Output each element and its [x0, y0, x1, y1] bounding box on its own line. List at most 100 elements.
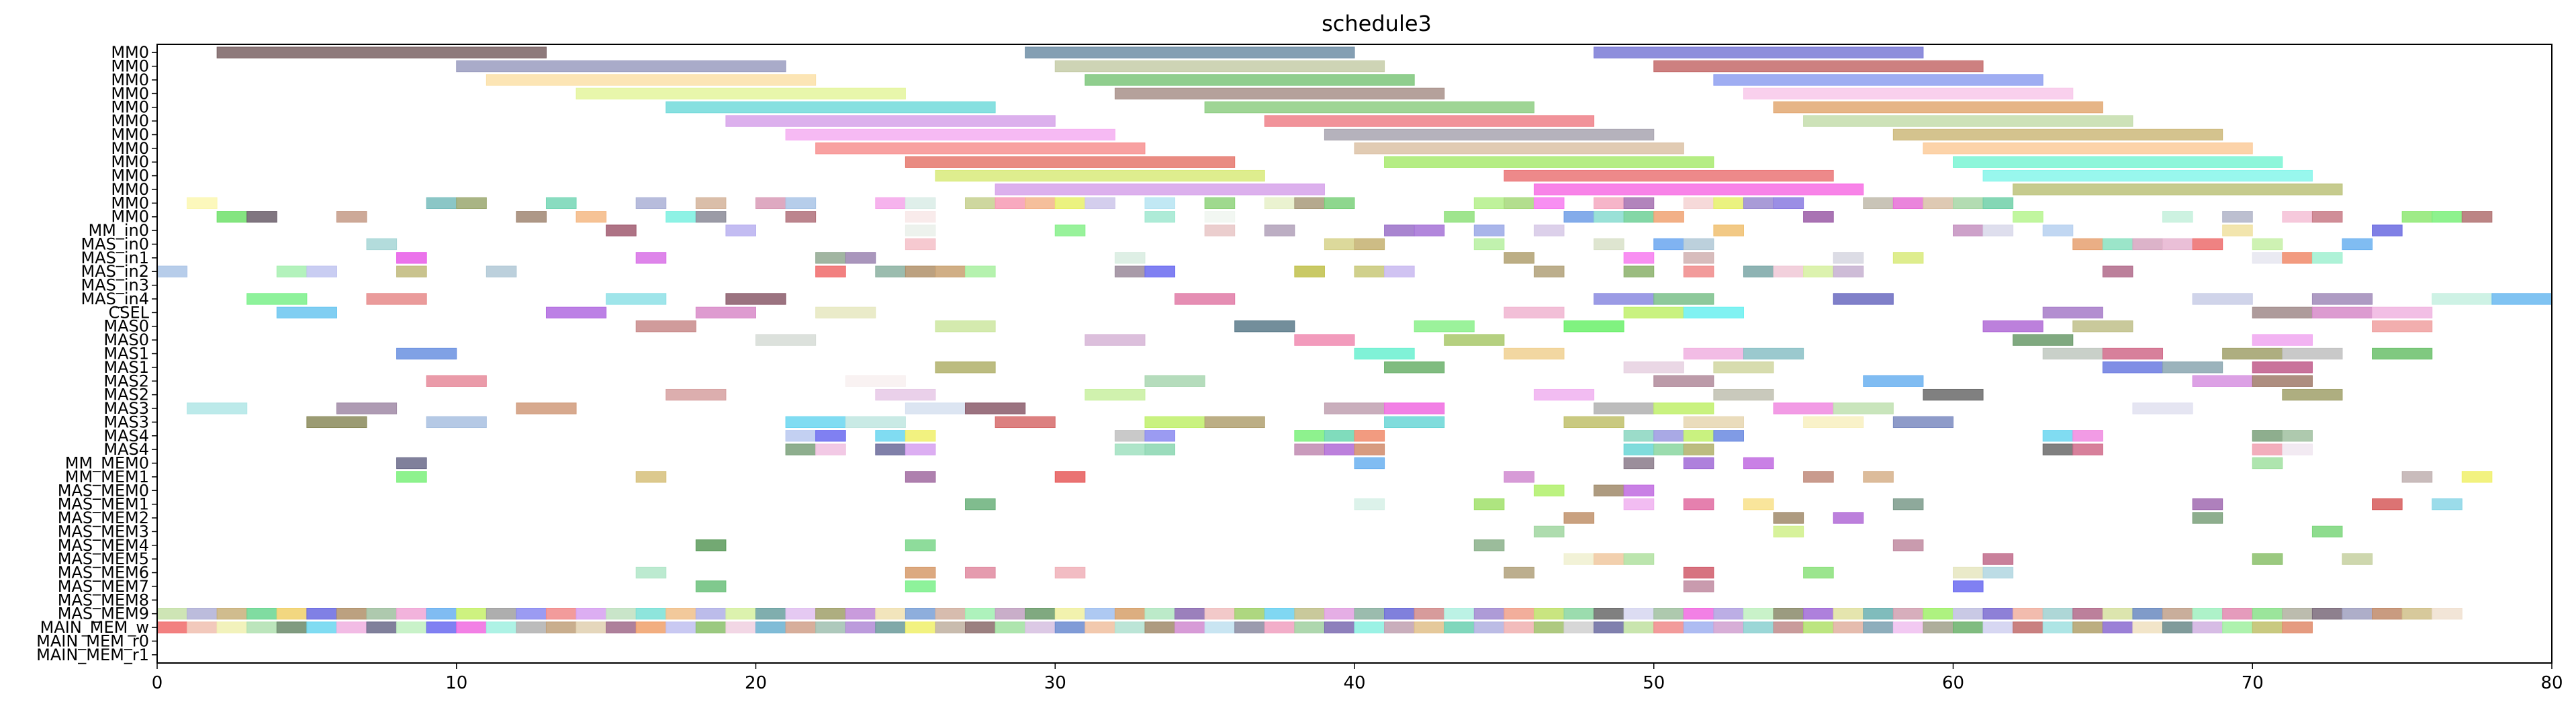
task-bar: [935, 265, 966, 277]
task-bar: [845, 416, 906, 429]
task-bar: [1803, 115, 2133, 127]
task-bar: [1713, 430, 1744, 442]
task-bar: [845, 375, 906, 387]
task-bar: [1773, 197, 1804, 210]
task-bar: [1114, 87, 1445, 100]
task-bar: [606, 293, 667, 305]
task-bar: [1294, 334, 1355, 346]
task-bar: [1384, 361, 1445, 373]
task-bar: [1294, 197, 1325, 210]
y-tick-label: MM0: [111, 112, 149, 130]
task-bar: [935, 607, 966, 620]
task-bar: [1833, 512, 1864, 524]
task-bar: [1863, 197, 1894, 210]
task-bar: [965, 265, 996, 277]
task-bar: [1623, 498, 1655, 511]
task-bar: [935, 361, 996, 373]
task-bar: [456, 60, 786, 73]
task-bar: [1085, 197, 1115, 210]
task-bar: [336, 211, 367, 223]
task-bar: [1743, 197, 1774, 210]
task-bar: [1085, 334, 1146, 346]
task-bar: [1324, 402, 1385, 414]
task-bar: [665, 101, 996, 114]
task-bar: [1384, 156, 1714, 168]
x-tick-label: 70: [2242, 673, 2264, 693]
task-bar: [1892, 197, 1924, 210]
task-bar: [1144, 211, 1176, 223]
task-bar: [545, 197, 577, 210]
task-bar: [905, 211, 936, 223]
task-bar: [426, 375, 487, 387]
task-bar: [725, 224, 757, 236]
task-bar: [935, 621, 966, 633]
task-bar: [396, 265, 427, 277]
task-bar: [995, 621, 1026, 633]
task-bar: [1803, 621, 1834, 633]
task-bar: [2013, 334, 2074, 346]
task-bar: [456, 607, 487, 620]
task-bar: [815, 252, 846, 264]
y-tick-label: MAS_in1: [81, 249, 149, 267]
task-bar: [1892, 498, 1924, 511]
task-bar: [905, 402, 966, 414]
task-bar: [1264, 115, 1595, 127]
task-bar: [665, 388, 727, 401]
task-bar: [216, 211, 248, 223]
task-bar: [1025, 607, 1056, 620]
x-tick-label: 20: [745, 673, 767, 693]
y-tick-label: MAS3: [103, 412, 149, 431]
x-axis-ticks: 0 10 20 30 40 50 60 70 80: [152, 663, 2563, 693]
task-bar: [1743, 498, 1774, 511]
task-bar: [486, 74, 817, 86]
task-bar: [1713, 224, 1744, 236]
task-bar: [306, 416, 367, 429]
task-bar: [1054, 566, 1086, 579]
task-bar: [2132, 402, 2193, 414]
task-bar: [396, 457, 427, 470]
task-bar: [815, 265, 846, 277]
task-bar: [396, 252, 427, 264]
task-bar: [2042, 347, 2103, 360]
task-bar: [875, 388, 936, 401]
task-bar: [2342, 607, 2373, 620]
task-bar: [1473, 224, 1505, 236]
task-bar: [2372, 347, 2433, 360]
task-bar: [875, 607, 906, 620]
task-bar: [396, 607, 427, 620]
task-bar: [2311, 211, 2343, 223]
task-bar: [1264, 607, 1295, 620]
task-bar: [1144, 375, 1205, 387]
task-bar: [1953, 197, 1984, 210]
task-bar: [576, 87, 906, 100]
task-bar: [635, 197, 667, 210]
task-bar: [1533, 484, 1565, 496]
task-bar: [1892, 128, 2223, 141]
y-tick-label: MAS_in2: [81, 262, 149, 281]
task-bar: [2282, 430, 2313, 442]
task-bar: [1563, 621, 1595, 633]
task-bar: [1623, 306, 1684, 319]
task-bar: [1743, 607, 1774, 620]
task-bar: [336, 607, 367, 620]
task-bar: [306, 621, 337, 633]
task-bar: [187, 621, 218, 633]
task-bar: [2401, 607, 2433, 620]
task-bar: [1384, 265, 1415, 277]
task-bar: [2222, 224, 2253, 236]
task-bar: [935, 169, 1265, 182]
task-bar: [1713, 197, 1744, 210]
y-tick-label: MAS_MEM1: [58, 495, 149, 514]
y-tick-label: MM0: [111, 98, 149, 117]
task-bar: [486, 265, 517, 277]
task-bar: [2432, 211, 2463, 223]
task-bar: [635, 607, 667, 620]
task-bar: [1594, 211, 1624, 223]
task-bar: [845, 607, 876, 620]
task-bar: [1892, 416, 1954, 429]
task-bar: [2252, 334, 2313, 346]
task-bar: [576, 621, 607, 633]
task-bar: [187, 607, 218, 620]
task-bar: [2282, 621, 2313, 633]
task-bar: [1683, 580, 1714, 592]
